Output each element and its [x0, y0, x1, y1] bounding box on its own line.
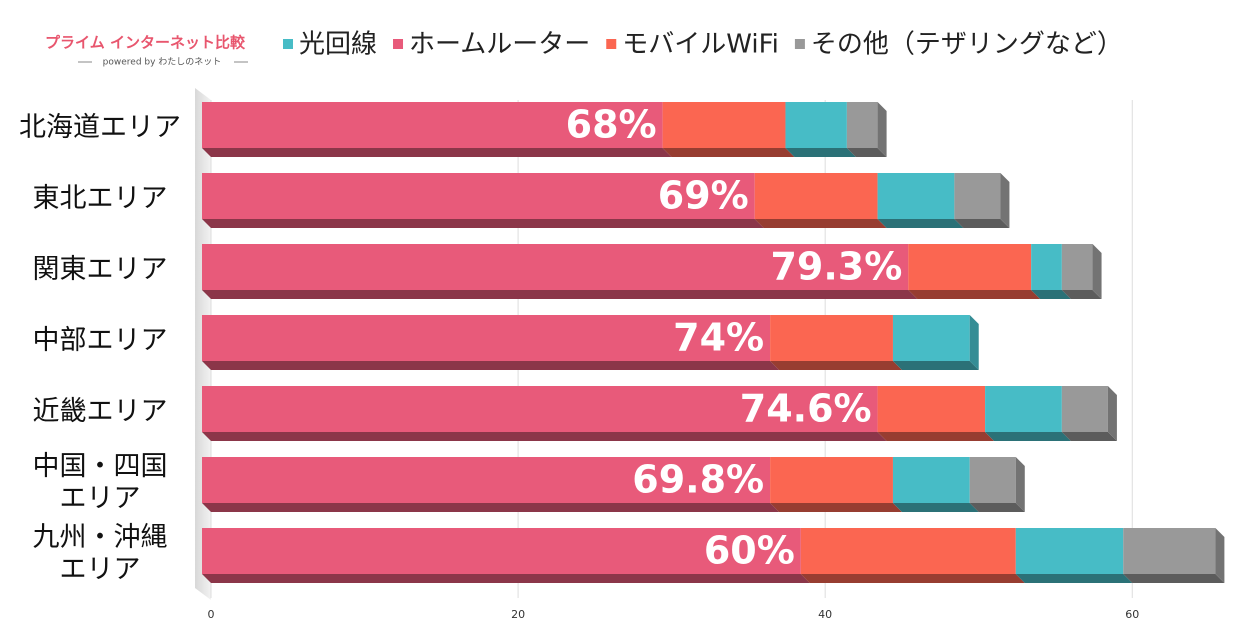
bar-side [1092, 244, 1102, 299]
bar-shade [202, 148, 672, 157]
data-label: 69.8% [632, 458, 764, 502]
x-tick-label: 60 [1125, 608, 1139, 621]
bar-segment [770, 315, 893, 361]
bar-shade [202, 432, 887, 441]
data-label: 69% [658, 174, 749, 218]
bar-side [1000, 173, 1010, 228]
data-label: 79.3% [770, 245, 902, 289]
legend-label: 光回線 [299, 30, 377, 60]
bar-segment [785, 102, 847, 148]
bar-segment [202, 102, 663, 148]
bar-segment [202, 173, 755, 219]
bar-shade [770, 361, 902, 370]
bar-shade [202, 361, 780, 370]
bar-segment [202, 386, 878, 432]
bar-segment [1015, 528, 1124, 574]
bar-segment [954, 173, 1001, 219]
bar-shade [892, 361, 979, 370]
bar-side [1107, 386, 1117, 441]
bar-shade [1031, 290, 1071, 299]
bar-segment [770, 457, 893, 503]
category-label: 近畿エリア [32, 396, 168, 427]
x-tick-label: 0 [208, 608, 215, 621]
bar-shade [662, 148, 795, 157]
legend-swatch [393, 39, 404, 49]
bar-shade [1061, 432, 1117, 441]
bar-shade [202, 503, 780, 512]
bar-shade [954, 219, 1010, 228]
bar-side [877, 102, 887, 157]
bar-segment [202, 457, 771, 503]
bar-shade [846, 148, 887, 157]
bar-shade [800, 574, 1025, 583]
bar-segment [1123, 528, 1216, 574]
bar-segment [892, 315, 970, 361]
bar-side [1215, 528, 1225, 583]
data-label: 74.6% [740, 387, 872, 431]
legend-label: その他（テザリングなど） [811, 30, 1123, 60]
bar-segment [892, 457, 970, 503]
category-label: 関東エリア [32, 254, 168, 285]
bar-shade [202, 290, 918, 299]
data-label: 60% [704, 529, 795, 573]
bar-segment [662, 102, 786, 148]
category-label: 九州・沖縄 エリア [32, 522, 168, 585]
bar-segment [202, 528, 801, 574]
category-label: 北海道エリア [19, 112, 181, 143]
bar-segment [800, 528, 1016, 574]
bar-side [1015, 457, 1025, 512]
x-tick-label: 20 [511, 608, 525, 621]
bar-side [969, 315, 979, 370]
bar-shade [877, 432, 995, 441]
bar-segment [969, 457, 1016, 503]
bar-segment [202, 244, 909, 290]
legend-label: モバイルWiFi [622, 30, 779, 60]
bar-shade [1123, 574, 1225, 583]
logo-subtitle: powered by わたしのネット [103, 57, 222, 68]
bar-segment [877, 173, 955, 219]
x-tick-label: 40 [818, 608, 832, 621]
legend-label: ホームルーター [409, 30, 590, 60]
bar-segment [985, 386, 1062, 432]
bar-segment [1031, 244, 1062, 290]
bar-segment [754, 173, 878, 219]
legend-swatch [794, 39, 805, 49]
data-label: 68% [566, 103, 657, 147]
bar-shade [202, 219, 764, 228]
bar-shade [908, 290, 1041, 299]
bar-shade [770, 503, 902, 512]
bar-segment [877, 386, 986, 432]
bar-shade [1061, 290, 1102, 299]
bar-segment [908, 244, 1032, 290]
bar-segment [202, 315, 771, 361]
bar-segment [846, 102, 878, 148]
category-label: 東北エリア [32, 183, 168, 214]
bar-shade [892, 503, 979, 512]
data-label: 74% [673, 316, 764, 360]
bar-shade [785, 148, 856, 157]
legend-swatch [606, 39, 617, 49]
legend-swatch [283, 39, 293, 49]
bar-shade [754, 219, 887, 228]
category-label: 中部エリア [32, 325, 168, 356]
logo-title: プライム インターネット比較 [45, 34, 246, 52]
bar-shade [877, 219, 964, 228]
bar-segment [1061, 244, 1093, 290]
bar-shade [969, 503, 1025, 512]
bar-shade [202, 574, 810, 583]
bar-shade [1015, 574, 1133, 583]
category-label: 中国・四国 エリア [32, 451, 168, 514]
bar-shade [985, 432, 1071, 441]
bar-segment [1061, 386, 1108, 432]
